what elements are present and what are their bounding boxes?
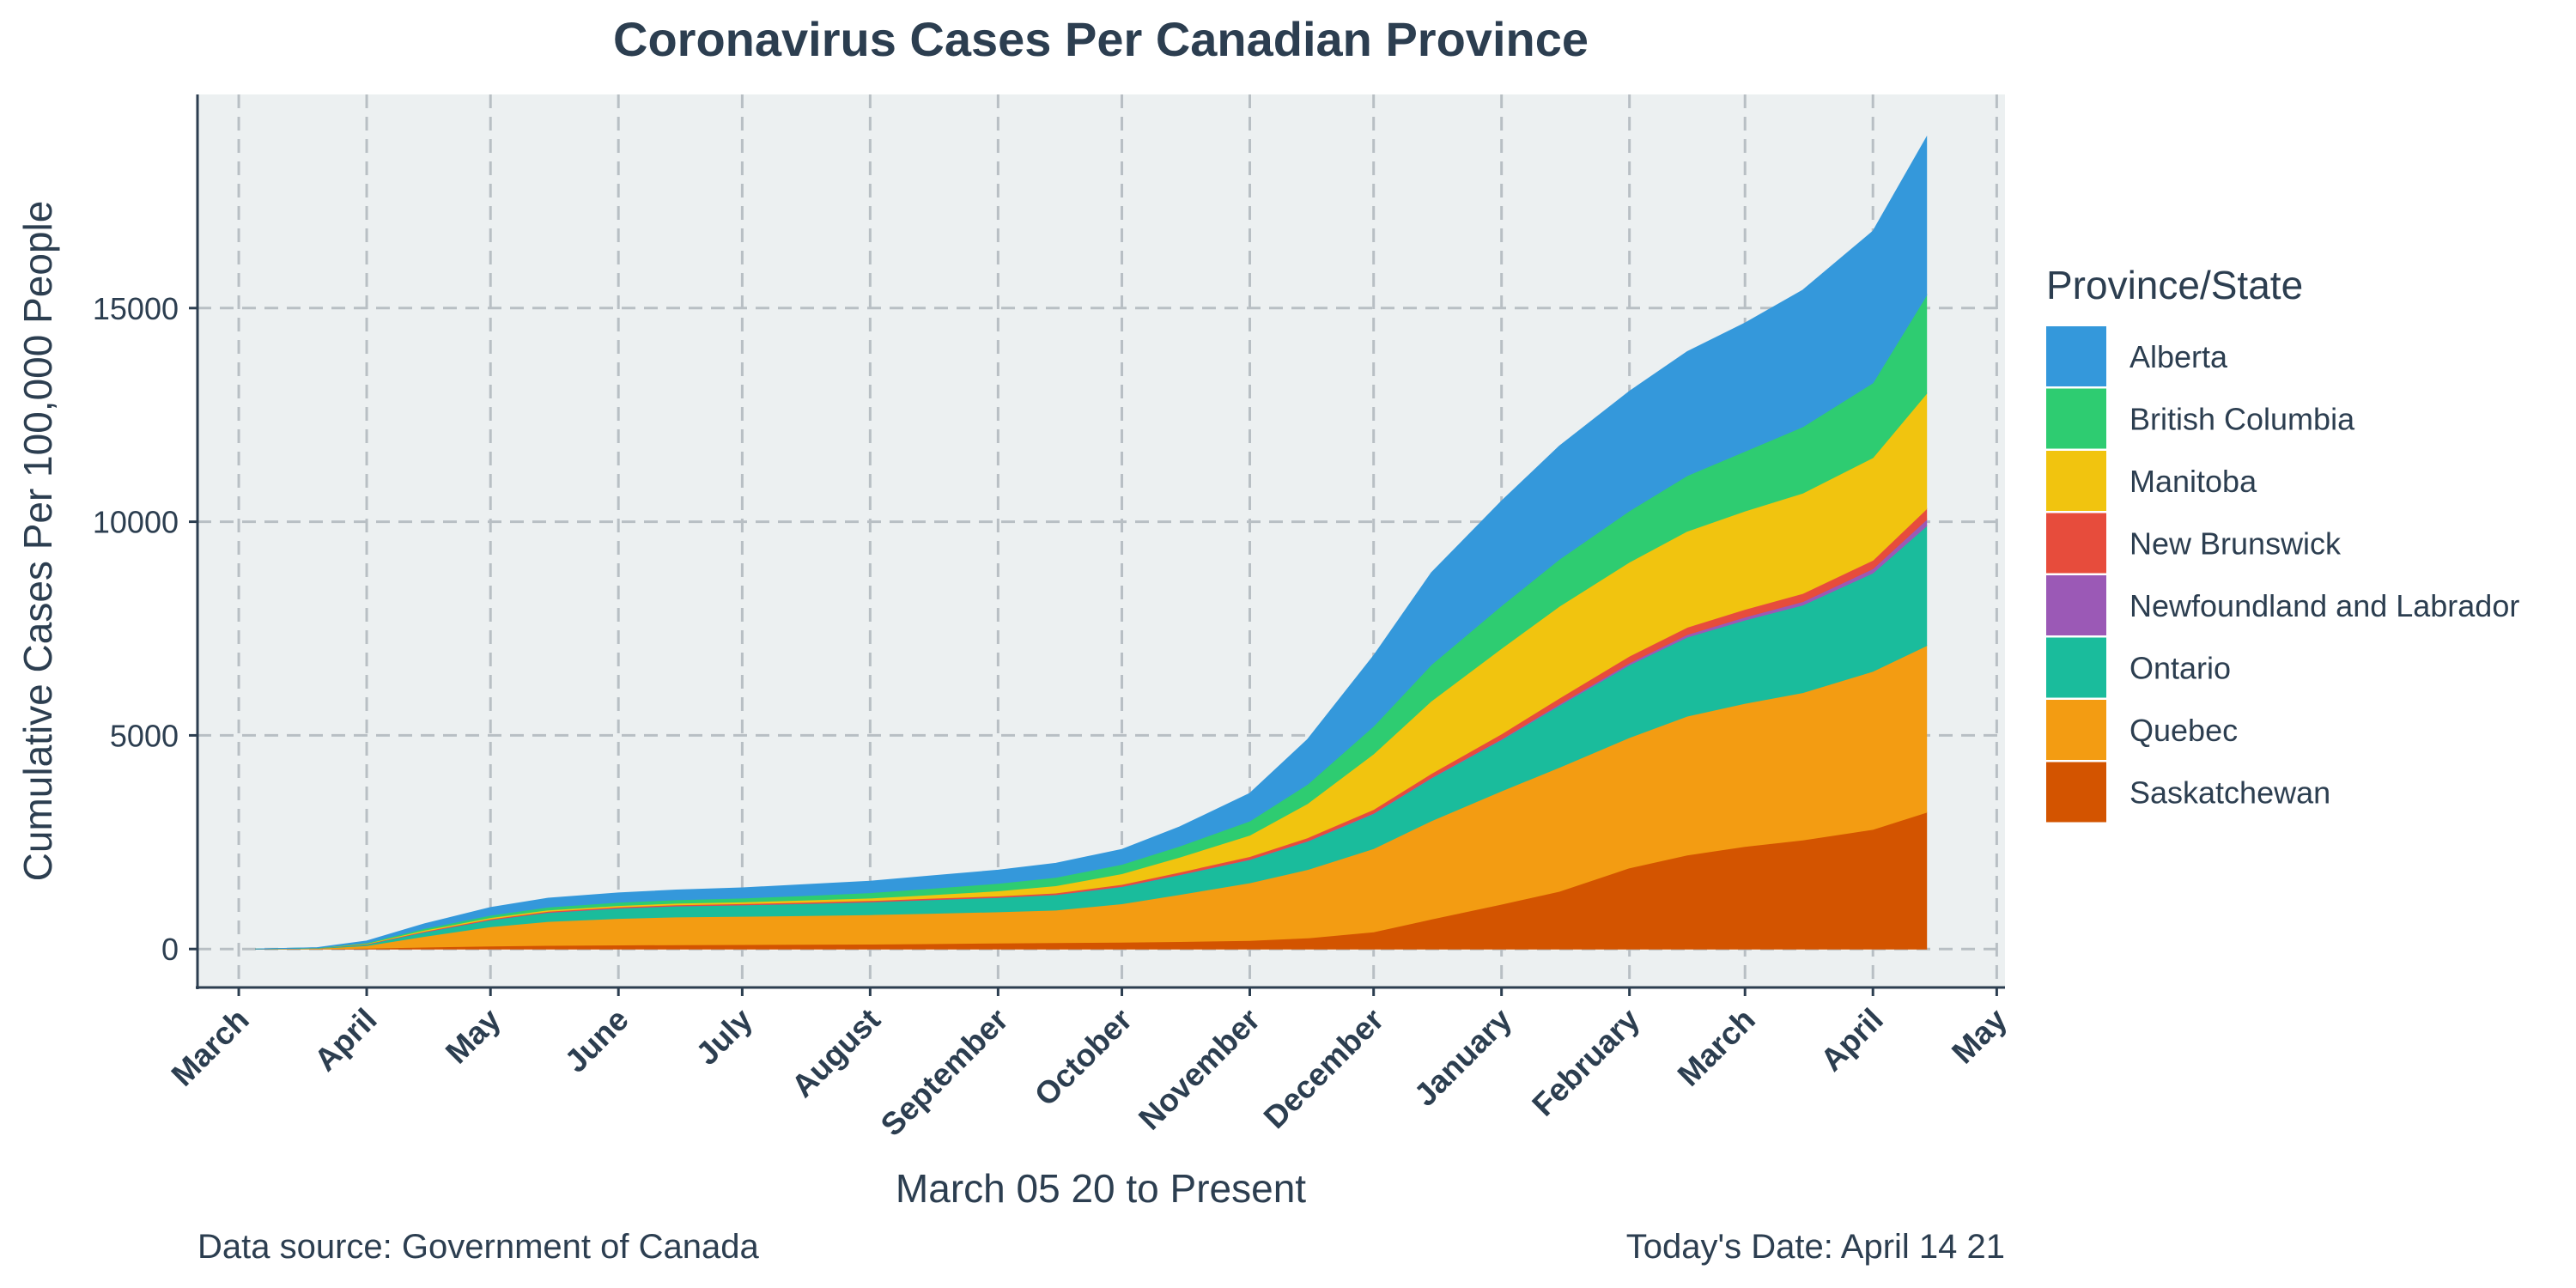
legend: Province/State Alberta British Columbia Ma…: [2046, 263, 2519, 823]
legend-label-ontario: Ontario: [2129, 651, 2231, 686]
stacked-areas: [255, 135, 1928, 950]
legend-label-british-columbia: British Columbia: [2129, 402, 2355, 437]
legend-title: Province/State: [2046, 263, 2303, 307]
legend-label-newfoundland-and-labrador: Newfoundland and Labrador: [2129, 588, 2519, 623]
x-tick-label-11: February: [1525, 1001, 1646, 1122]
x-tick-label-3: June: [558, 1002, 635, 1079]
caption-todays-date: Today's Date: April 14 21: [1626, 1228, 2005, 1266]
y-axis-label: Cumulative Cases Per 100,000 People: [15, 201, 60, 882]
legend-label-quebec: Quebec: [2129, 713, 2238, 748]
x-tick-label-5: August: [785, 1002, 887, 1104]
x-axis-label: March 05 20 to Present: [896, 1166, 1306, 1211]
legend-swatch-ontario: [2046, 637, 2106, 698]
x-tick-label-2: May: [439, 1001, 507, 1070]
caption-data-source: Data source: Government of Canada: [197, 1228, 759, 1266]
legend-swatch-manitoba: [2046, 451, 2106, 511]
y-tick-label-10000: 10000: [93, 505, 179, 540]
legend-label-new-brunswick: New Brunswick: [2129, 526, 2342, 562]
x-tick-label-10: January: [1407, 1001, 1519, 1113]
legend-label-saskatchewan: Saskatchewan: [2129, 775, 2330, 811]
x-tick-label-1: April: [307, 1002, 384, 1078]
y-tick-label-5000: 5000: [110, 718, 179, 753]
y-tick-label-0: 0: [161, 932, 179, 967]
chart-title: Coronavirus Cases Per Canadian Province: [613, 12, 1589, 66]
area-alberta: [255, 135, 1928, 950]
x-tick-label-6: September: [874, 1002, 1015, 1143]
legend-swatch-british-columbia: [2046, 388, 2106, 449]
legend-label-alberta: Alberta: [2129, 339, 2228, 374]
x-tick-label-9: December: [1257, 1002, 1391, 1136]
legend-label-manitoba: Manitoba: [2129, 464, 2257, 499]
legend-swatch-saskatchewan: [2046, 762, 2106, 823]
x-tick-label-14: May: [1945, 1001, 2014, 1070]
x-tick-label-13: April: [1814, 1002, 1890, 1078]
legend-swatch-newfoundland-and-labrador: [2046, 575, 2106, 635]
y-axis-ticks: 0 5000 10000 15000: [93, 291, 197, 967]
x-tick-label-4: July: [690, 1001, 760, 1072]
y-tick-label-15000: 15000: [93, 291, 179, 326]
legend-swatch-new-brunswick: [2046, 513, 2106, 574]
x-tick-label-8: November: [1132, 1002, 1267, 1137]
x-tick-label-0: March: [165, 1002, 256, 1093]
legend-swatch-alberta: [2046, 326, 2106, 386]
x-tick-label-7: October: [1028, 1002, 1139, 1113]
legend-swatch-quebec: [2046, 700, 2106, 760]
x-tick-label-12: March: [1671, 1002, 1762, 1093]
